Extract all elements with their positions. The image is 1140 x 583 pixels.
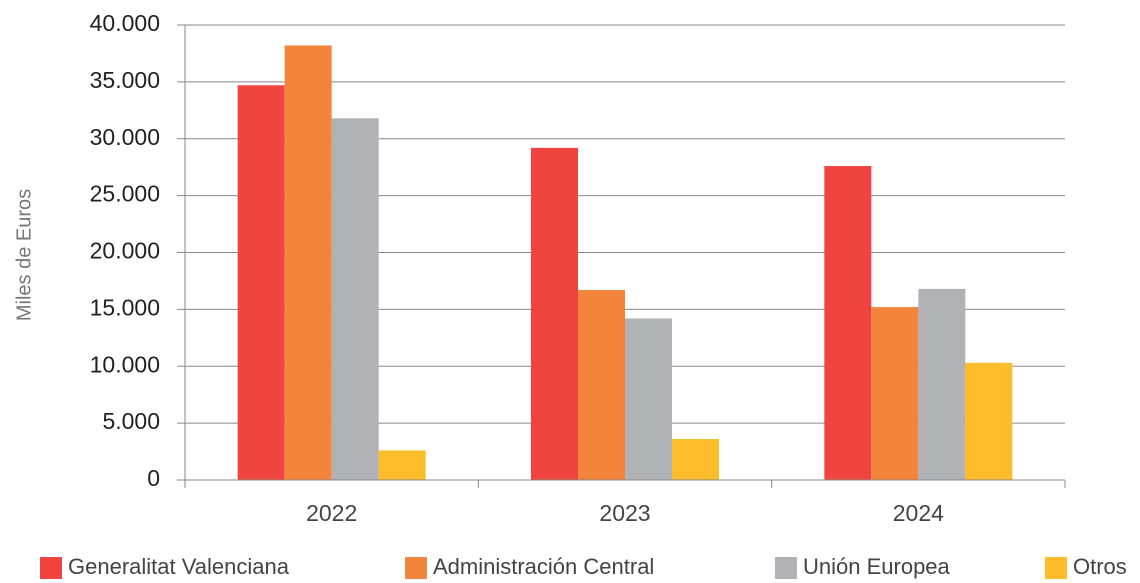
bar xyxy=(284,45,332,480)
x-tick-label: 2024 xyxy=(893,500,944,526)
legend-swatch xyxy=(405,557,427,579)
bar xyxy=(378,450,426,480)
y-tick-label: 40.000 xyxy=(90,10,160,36)
legend-label: Administración Central xyxy=(433,554,654,579)
legend-label: Generalitat Valenciana xyxy=(68,554,290,579)
bar xyxy=(871,307,919,480)
bar xyxy=(672,439,719,480)
y-axis-label: Miles de Euros xyxy=(13,189,35,321)
y-tick-label: 0 xyxy=(147,465,160,491)
bar xyxy=(918,288,966,480)
y-tick-label: 30.000 xyxy=(90,124,160,150)
y-tick-label: 25.000 xyxy=(90,181,160,207)
bar xyxy=(531,147,578,480)
legend-label: Otros xyxy=(1073,554,1127,579)
bar xyxy=(965,362,1013,480)
y-tick-label: 10.000 xyxy=(90,351,160,377)
legend-swatch xyxy=(1045,557,1067,579)
legend-swatch xyxy=(40,557,62,579)
bar xyxy=(331,118,379,481)
y-tick-label: 15.000 xyxy=(90,294,160,320)
legend-swatch xyxy=(775,557,797,579)
x-tick-label: 2023 xyxy=(599,500,650,526)
bar xyxy=(237,85,285,480)
bar xyxy=(824,166,872,481)
y-tick-label: 20.000 xyxy=(90,238,160,264)
x-tick-label: 2022 xyxy=(306,500,357,526)
y-tick-label: 35.000 xyxy=(90,67,160,93)
legend-label: Unión Europea xyxy=(803,554,951,579)
y-tick-label: 5.000 xyxy=(102,408,160,434)
bar xyxy=(625,318,672,480)
bar xyxy=(578,290,625,480)
